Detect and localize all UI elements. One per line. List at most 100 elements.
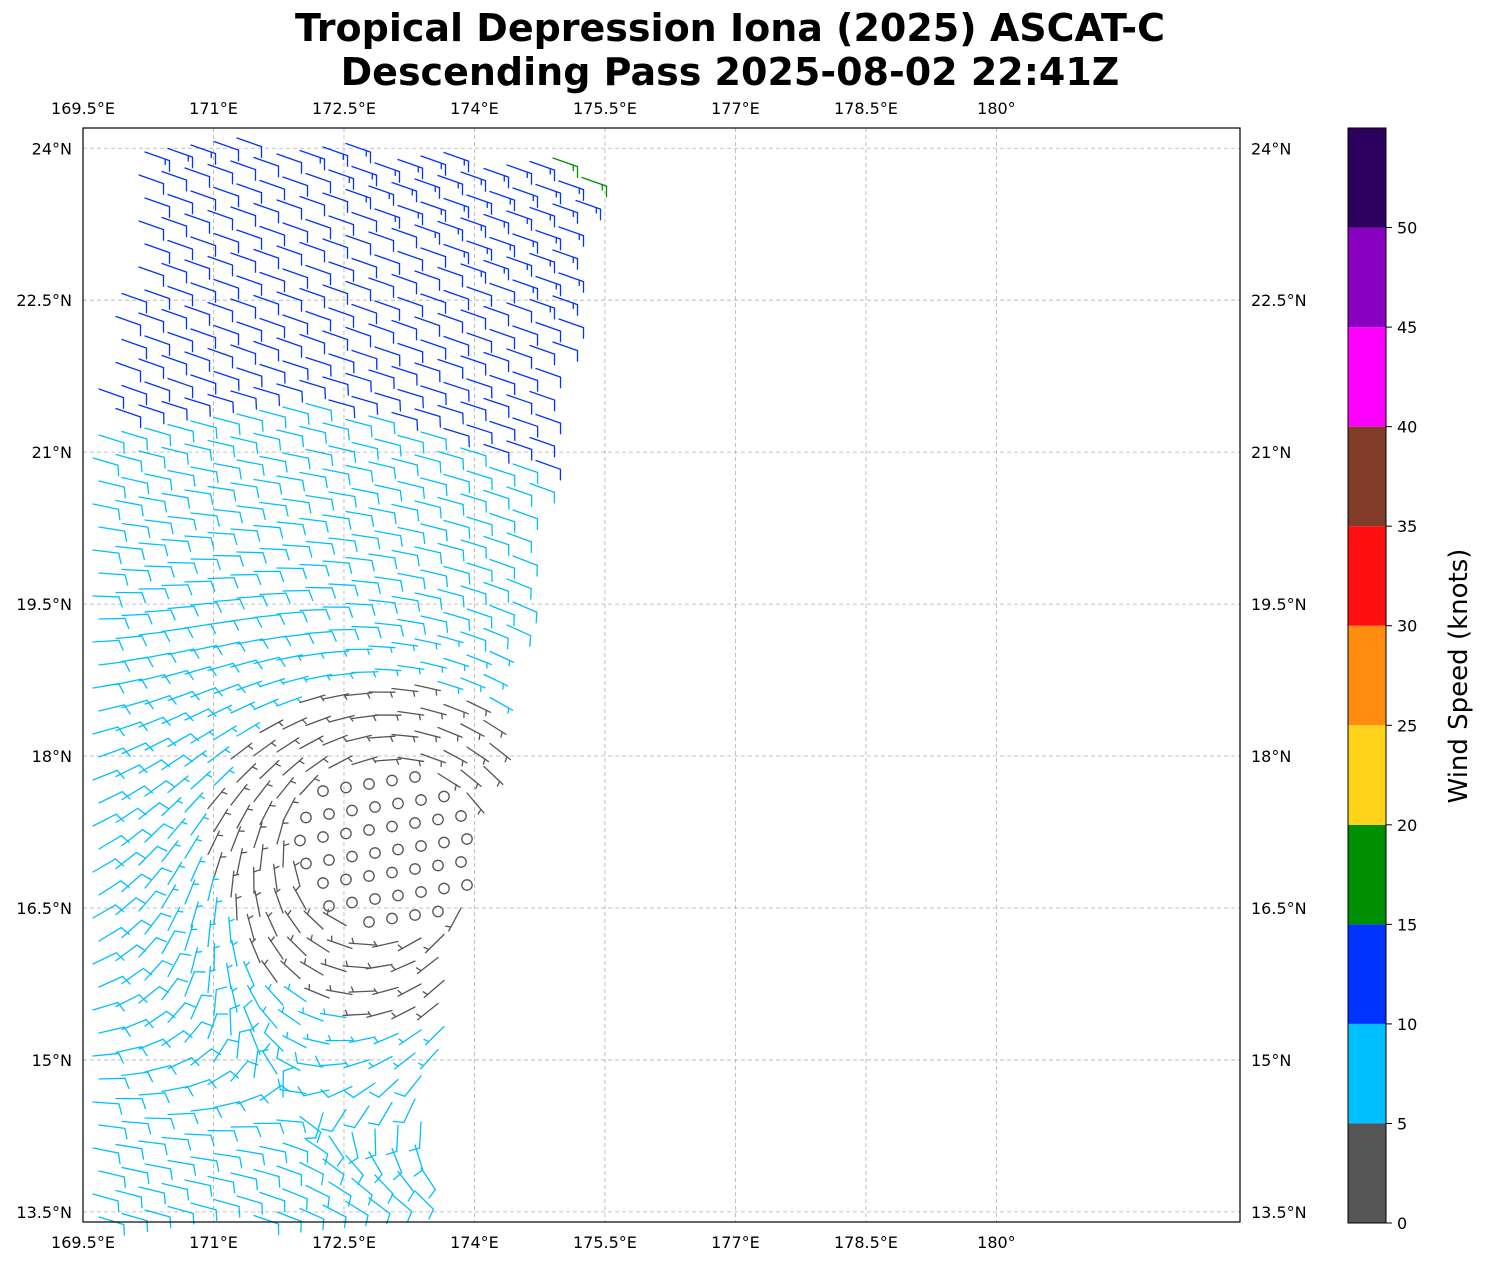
wind-barb bbox=[282, 544, 313, 558]
wind-barb bbox=[161, 308, 188, 330]
wind-barb bbox=[115, 994, 148, 1008]
wind-barb bbox=[213, 897, 223, 925]
calm-wind-circle bbox=[386, 774, 398, 787]
wind-barb bbox=[161, 216, 188, 238]
wind-barb bbox=[190, 729, 215, 744]
wind-barb bbox=[368, 1078, 399, 1098]
colorbar-tick-label: 20 bbox=[1397, 816, 1417, 835]
wind-barb bbox=[322, 693, 350, 700]
wind-barb bbox=[253, 822, 267, 849]
wind-barb bbox=[460, 493, 487, 513]
wind-barb bbox=[253, 1168, 281, 1188]
colorbar: 0 5 10 15 20 25 30 35 40 45 50 Wind Speed (knots) bbox=[1347, 127, 1474, 1233]
wind-barb bbox=[230, 206, 257, 227]
wind-barb bbox=[512, 325, 539, 346]
wind-barb bbox=[121, 476, 150, 495]
wind-barb bbox=[207, 577, 239, 589]
wind-barb bbox=[292, 860, 301, 888]
wind-barb bbox=[213, 186, 240, 208]
wind-barb bbox=[207, 531, 238, 546]
wind-barb bbox=[276, 475, 306, 492]
calm-wind-circle bbox=[363, 824, 375, 836]
wind-barb bbox=[345, 372, 372, 393]
wind-barb bbox=[236, 413, 264, 432]
wind-barb bbox=[374, 668, 402, 677]
wind-barb bbox=[167, 515, 197, 531]
calm-wind-circle bbox=[340, 827, 352, 840]
wind-barb bbox=[249, 937, 261, 964]
wind-barb bbox=[322, 468, 351, 486]
wind-barb bbox=[144, 565, 175, 578]
wind-barb bbox=[190, 466, 219, 484]
wind-barb bbox=[207, 1013, 229, 1040]
wind-barb bbox=[345, 556, 375, 572]
wind-barb bbox=[299, 774, 321, 796]
wind-barb bbox=[213, 508, 243, 524]
wind-barb bbox=[345, 464, 374, 483]
wind-barb bbox=[345, 734, 372, 743]
calm-wind-circle bbox=[415, 886, 427, 898]
wind-barb bbox=[92, 952, 125, 965]
colorbar-tick-label: 10 bbox=[1397, 1015, 1417, 1034]
wind-barb bbox=[351, 1177, 373, 1206]
lat-tick-label-right: 15°N bbox=[1251, 1051, 1291, 1070]
wind-barb bbox=[144, 473, 173, 491]
wind-barb bbox=[190, 1107, 223, 1118]
wind-barb bbox=[138, 220, 165, 241]
wind-barb bbox=[184, 535, 215, 549]
wind-barb bbox=[282, 675, 309, 684]
wind-barb bbox=[167, 818, 188, 840]
wind-barb bbox=[98, 1124, 128, 1140]
wind-barb bbox=[512, 555, 538, 577]
wind-barb bbox=[374, 714, 402, 721]
wind-barb bbox=[348, 937, 376, 946]
wind-barb bbox=[443, 197, 470, 219]
wind-barb bbox=[98, 388, 125, 409]
wind-barb bbox=[184, 1021, 213, 1043]
wind-barb bbox=[368, 645, 396, 654]
map-frame bbox=[82, 127, 1241, 1223]
wind-barb bbox=[98, 926, 131, 942]
wind-barb bbox=[167, 1112, 199, 1124]
colorbar-bin bbox=[1348, 526, 1386, 626]
wind-barb bbox=[483, 719, 507, 738]
calm-wind-circle bbox=[363, 870, 375, 882]
wind-barb bbox=[460, 723, 485, 740]
wind-barb bbox=[397, 572, 426, 590]
wind-barb bbox=[328, 672, 356, 679]
wind-barb bbox=[161, 669, 194, 680]
wind-barb bbox=[351, 625, 382, 639]
wind-barb bbox=[259, 547, 290, 561]
wind-barb bbox=[161, 354, 188, 376]
wind-barb bbox=[552, 341, 579, 362]
wind-barb bbox=[437, 450, 465, 471]
wind-barb bbox=[253, 614, 286, 625]
wind-barb bbox=[368, 461, 397, 480]
wind-barb bbox=[483, 259, 510, 281]
wind-barb bbox=[489, 650, 515, 667]
wind-barb bbox=[207, 874, 220, 902]
wind-barb bbox=[489, 512, 516, 534]
wind-barb bbox=[184, 792, 206, 813]
wind-barb bbox=[138, 542, 169, 557]
wind-barb bbox=[254, 890, 262, 918]
wind-barb bbox=[315, 1055, 347, 1067]
wind-barb bbox=[466, 332, 493, 353]
wind-barb bbox=[319, 1008, 347, 1019]
wind-barb bbox=[416, 1002, 439, 1021]
wind-barb bbox=[489, 190, 516, 212]
wind-barb bbox=[230, 528, 261, 542]
wind-barb bbox=[413, 1144, 424, 1177]
wind-barb bbox=[305, 310, 332, 332]
wind-barb bbox=[305, 402, 333, 422]
wind-barb bbox=[144, 381, 171, 402]
wind-barb bbox=[299, 652, 327, 659]
wind-barb bbox=[437, 174, 464, 196]
wind-barb bbox=[460, 355, 487, 376]
wind-barb bbox=[365, 1128, 377, 1160]
wind-barb bbox=[437, 680, 464, 694]
wind-barb bbox=[138, 496, 167, 513]
wind-barb bbox=[213, 278, 240, 300]
wind-barb bbox=[391, 181, 418, 203]
wind-barb bbox=[144, 1117, 175, 1130]
